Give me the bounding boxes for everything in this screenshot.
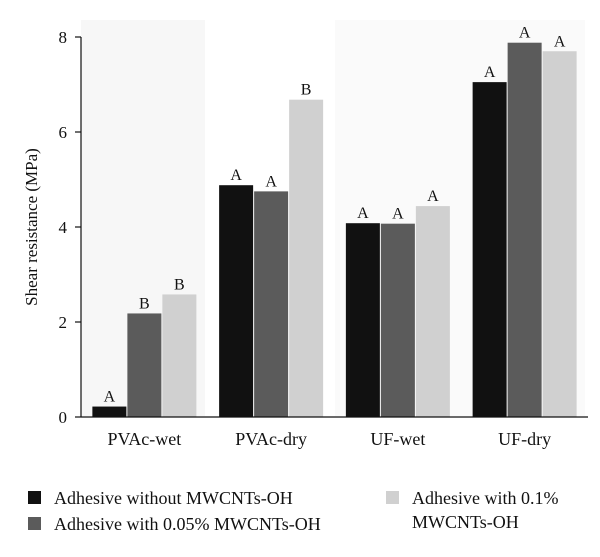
bar-uf-dry-series-1 bbox=[472, 82, 507, 417]
bar-pvac-wet-series-2 bbox=[127, 313, 162, 417]
bar-significance-label: B bbox=[301, 82, 312, 99]
bar-significance-label: A bbox=[392, 206, 404, 223]
bar-pvac-wet-series-1 bbox=[92, 406, 127, 417]
bar-uf-dry-series-3 bbox=[542, 51, 577, 417]
bar-significance-label: B bbox=[139, 295, 150, 312]
bar-significance-label: A bbox=[484, 64, 496, 81]
legend-swatch-01 bbox=[386, 491, 399, 504]
y-tick-label: 0 bbox=[59, 408, 68, 427]
y-tick-label: 6 bbox=[59, 123, 68, 142]
bar-significance-label: A bbox=[357, 205, 369, 222]
x-categories-group: PVAc-wet PVAc-dry UF-wet UF-dry bbox=[108, 429, 552, 449]
bar-uf-wet-series-3 bbox=[415, 206, 450, 417]
x-category-label: PVAc-wet bbox=[108, 429, 182, 449]
bar-pvac-dry-series-2 bbox=[254, 191, 289, 417]
y-tick-label: 2 bbox=[59, 313, 68, 332]
bar-significance-label: B bbox=[174, 276, 185, 293]
bar-pvac-wet-series-3 bbox=[162, 294, 197, 417]
legend-item-005: Adhesive with 0.05% MWCNTs-OH bbox=[28, 512, 321, 536]
x-category-label: PVAc-dry bbox=[235, 429, 307, 449]
bar-significance-label: A bbox=[554, 33, 566, 50]
bar-significance-label: A bbox=[427, 188, 439, 205]
y-axis-title: Shear resistance (MPa) bbox=[22, 148, 41, 306]
y-ticks-group: 0 2 4 6 8 bbox=[59, 28, 81, 427]
bar-significance-label: A bbox=[230, 167, 242, 184]
bar-significance-label: A bbox=[265, 173, 277, 190]
bar-significance-label: A bbox=[519, 25, 531, 42]
x-category-label: UF-wet bbox=[370, 429, 425, 449]
bar-uf-dry-series-2 bbox=[507, 42, 542, 417]
x-category-label: UF-dry bbox=[498, 429, 551, 449]
bar-chart: A B B A A B A A A A A A 0 2 4 6 8 PVAc-wet PVAc-dry UF-we… bbox=[22, 24, 588, 449]
legend: Adhesive without MWCNTs-OH Adhesive with… bbox=[28, 486, 588, 546]
legend-swatch-005 bbox=[28, 517, 41, 530]
legend-label-005: Adhesive with 0.05% MWCNTs-OH bbox=[54, 514, 321, 534]
legend-item-without: Adhesive without MWCNTs-OH bbox=[28, 486, 293, 510]
legend-label-without: Adhesive without MWCNTs-OH bbox=[54, 488, 293, 508]
bars-group: A B B A A B A A A A A A bbox=[92, 25, 577, 417]
y-tick-label: 8 bbox=[59, 28, 68, 47]
legend-item-01: Adhesive with 0.1% MWCNTs-OH bbox=[386, 486, 558, 534]
bar-uf-wet-series-1 bbox=[345, 223, 380, 417]
bar-significance-label: A bbox=[104, 389, 116, 406]
y-tick-label: 4 bbox=[59, 218, 68, 237]
legend-swatch-without bbox=[28, 491, 41, 504]
bar-pvac-dry-series-1 bbox=[219, 185, 254, 417]
legend-label-01: Adhesive with 0.1% MWCNTs-OH bbox=[412, 488, 559, 532]
bar-pvac-dry-series-3 bbox=[289, 99, 324, 417]
bar-uf-wet-series-2 bbox=[380, 223, 415, 417]
